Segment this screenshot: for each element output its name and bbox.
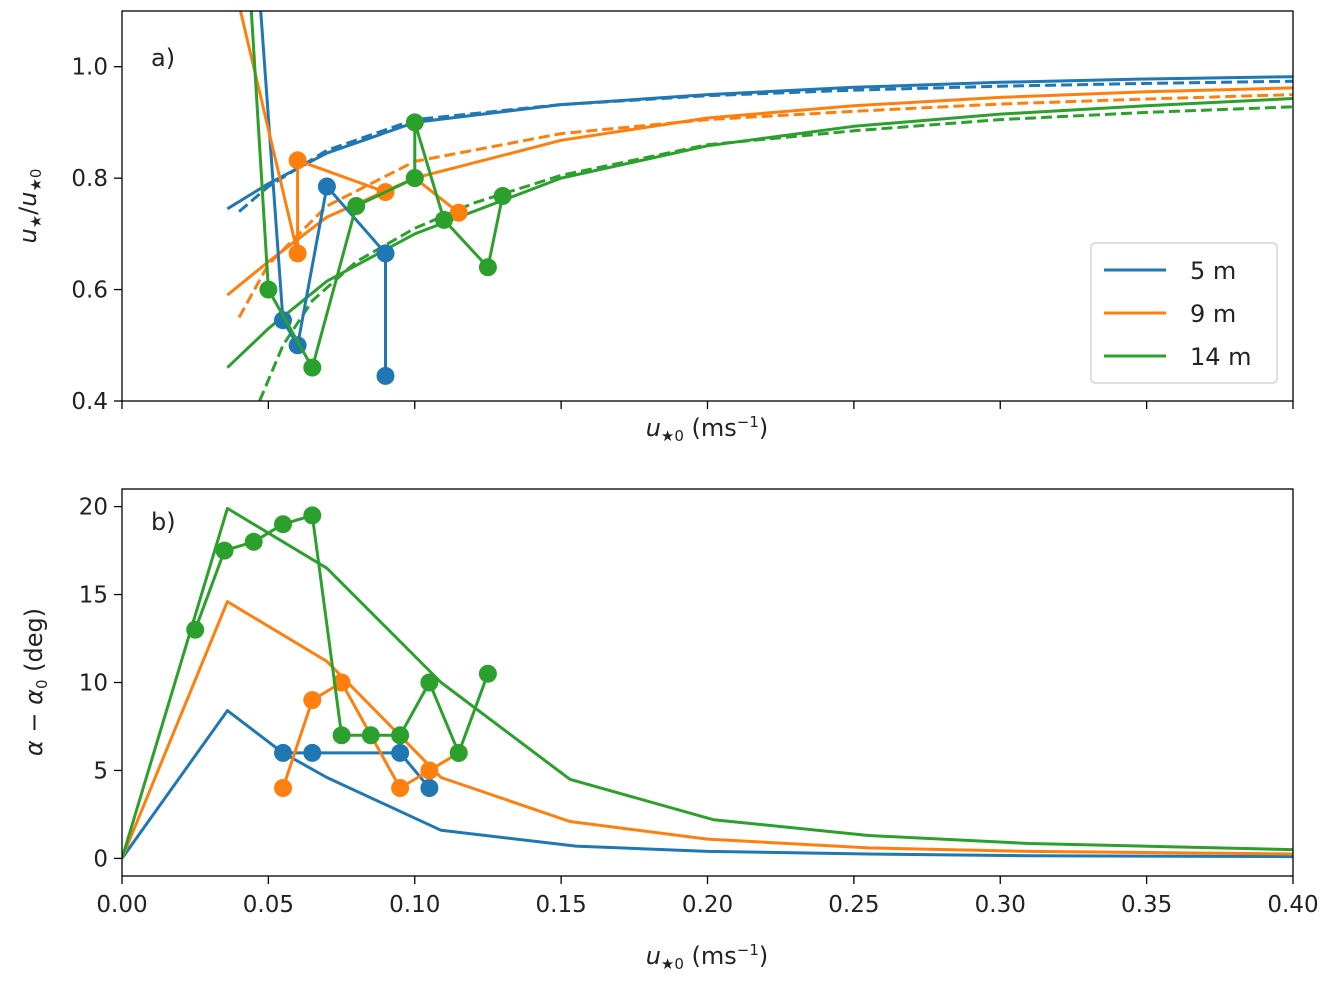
panel-b-xtick-label-1: 0.05 — [243, 892, 294, 918]
panel-b-point-5-m-obs-1 — [303, 743, 322, 762]
panel-a-point-14-m-obs-6 — [435, 210, 453, 229]
panel-b-series-5-m-model — [122, 709, 1293, 860]
panel-b-point-14-m-obs-1 — [215, 541, 234, 560]
panel-b-xlabel: u★0 (ms−1) — [646, 941, 769, 973]
panel-a-point-14-m-obs-7 — [478, 258, 497, 277]
panel-b-point-14-m-obs-4 — [303, 506, 322, 525]
panel-b-ytick-label-2: 10 — [79, 671, 108, 697]
panel-a-point-9-m-obs-5 — [449, 203, 468, 222]
panel-b-point-9-m-obs-3 — [391, 779, 410, 797]
legend-label-5m: 5 m — [1190, 257, 1236, 285]
panel-b-point-14-m-obs-3 — [274, 515, 292, 534]
panel-b-ytick-label-0: 0 — [93, 846, 108, 872]
panel-b: 0.00 0.05 0.10 0.15 0.20 0.25 0.30 0.35 0.40 0 5 10… — [20, 488, 1319, 973]
legend-label-9m: 9 m — [1190, 300, 1236, 328]
panel-b-point-5-m-obs-2 — [391, 743, 410, 762]
panel-b-point-9-m-obs-4 — [420, 761, 439, 780]
panel-a-ticks: 0.4 0.6 0.8 1.0 — [71, 55, 1294, 415]
panel-b-point-14-m-obs-10 — [478, 664, 497, 683]
panel-b-point-9-m-obs-2 — [332, 673, 351, 692]
panel-a-point-14-m-obs-1 — [259, 280, 278, 299]
panel-b-point-14-m-obs-2 — [244, 532, 263, 551]
panel-a-point-5-m-obs-4 — [376, 244, 395, 263]
legend-frame — [1090, 242, 1278, 384]
panel-a-point-14-m-obs-2 — [303, 358, 322, 377]
panel-a-ylabel: u★/u★0 — [14, 169, 45, 244]
legend: 5 m 9 m 14 m — [1090, 242, 1278, 384]
panel-a-point-14-m-obs-4 — [405, 169, 424, 188]
panel-b-xtick-label-0: 0.00 — [96, 892, 147, 918]
panel-b-xtick-label-5: 0.25 — [828, 892, 879, 918]
panel-b-point-5-m-obs-3 — [420, 779, 439, 797]
panel-b-point-14-m-obs-8 — [420, 673, 439, 692]
panel-b-xtick-label-8: 0.40 — [1267, 892, 1318, 918]
panel-b-series-14-m-obs — [193, 513, 490, 755]
panel-b-point-9-m-obs-0 — [274, 779, 292, 797]
panel-b-ylabel: α − α0 (deg) — [20, 608, 51, 756]
panel-b-point-5-m-obs-0 — [274, 743, 292, 762]
panel-b-ytick-label-3: 15 — [79, 583, 108, 609]
panel-a-point-9-m-obs-2 — [288, 151, 307, 170]
panel-b-series-14-m-model — [122, 506, 1293, 859]
panel-b-point-14-m-obs-6 — [361, 726, 380, 745]
panel-a-xlabel: u★0 (ms−1) — [646, 413, 769, 445]
panel-b-point-14-m-obs-7 — [391, 726, 410, 745]
panel-a-series-5-m-obs — [259, 11, 387, 376]
panel-b-xtick-label-6: 0.30 — [975, 892, 1026, 918]
panel-a-point-14-m-obs-5 — [405, 113, 424, 132]
panel-a-series-9-m-obs — [238, 11, 460, 255]
panel-a-point-14-m-obs-3 — [347, 197, 366, 215]
panel-a: 0.4 0.6 0.8 1.0 a) u★0 (ms−1) u★/u★0 5 m 9 … — [14, 10, 1294, 445]
panel-b-point-14-m-obs-9 — [449, 743, 468, 762]
panel-b-xtick-label-4: 0.20 — [682, 892, 733, 918]
panel-b-series-5-m-obs — [283, 751, 431, 789]
panel-a-point-14-m-obs-8 — [493, 187, 512, 205]
panel-a-point-9-m-obs-1 — [288, 244, 307, 263]
panel-b-label: b) — [151, 508, 176, 536]
panel-b-series-9-m-model — [122, 600, 1293, 859]
panel-b-point-14-m-obs-0 — [186, 620, 205, 639]
panel-a-series-14-m-model — [226, 97, 1293, 369]
panel-b-xtick-label-3: 0.15 — [536, 892, 587, 918]
panel-a-point-5-m-obs-5 — [376, 366, 395, 385]
legend-label-14m: 14 m — [1190, 343, 1252, 371]
panel-a-point-5-m-obs-3 — [317, 177, 336, 196]
panel-a-ytick-label-1: 0.6 — [71, 278, 108, 304]
panel-b-plot-area — [122, 506, 1293, 860]
panel-b-point-9-m-obs-1 — [303, 691, 322, 710]
panel-a-label: a) — [151, 44, 175, 72]
panel-b-xtick-label-2: 0.10 — [389, 892, 440, 918]
panel-b-point-14-m-obs-5 — [332, 726, 351, 745]
panel-a-ytick-label-2: 0.8 — [71, 166, 108, 192]
panel-b-xtick-label-7: 0.35 — [1121, 892, 1172, 918]
panel-a-ytick-label-3: 1.0 — [71, 55, 108, 81]
panel-b-ytick-label-4: 20 — [79, 495, 108, 521]
panel-a-plot-area — [226, 11, 1293, 401]
panel-a-ytick-label-0: 0.4 — [71, 389, 108, 415]
panel-b-ytick-label-1: 5 — [93, 758, 108, 784]
panel-a-series-14-m-fit — [258, 105, 1293, 401]
panel-b-ticks: 0.00 0.05 0.10 0.15 0.20 0.25 0.30 0.35 0.40 0 5 10… — [79, 495, 1319, 918]
